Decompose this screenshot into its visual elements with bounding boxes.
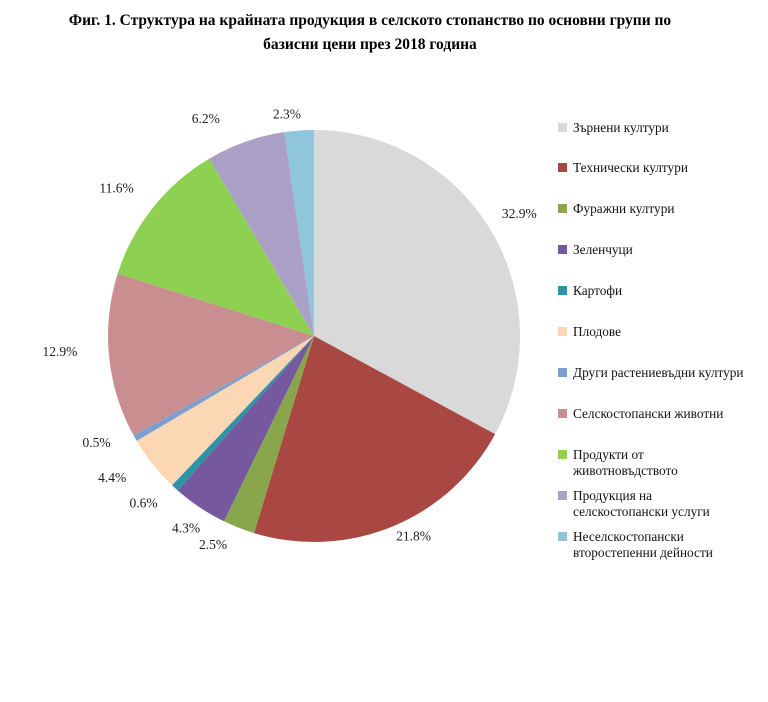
pie-slice-4 [177,336,314,522]
legend-item-5: Картофи [558,283,622,299]
legend-item-6: Плодове [558,324,621,340]
pie-label-11: 2.3% [273,107,301,122]
pie-label-10: 6.2% [192,111,220,126]
legend: Зърнени култури Технически култури Фуражни… [558,0,766,702]
pie-slice-5 [172,336,314,491]
pie-label-9: 11.6% [99,181,133,196]
legend-item-10: Продукция на селскостопански услуги [558,488,710,520]
legend-marker-icon [558,245,567,255]
legend-item-2: Технически култури [558,160,688,176]
legend-item-1: Зърнени култури [558,120,669,136]
pie-slice-11 [284,130,314,336]
legend-item-label: Селскостопански животни [573,405,724,421]
figure-title-line2: базисни цени през 2018 година [263,36,477,53]
pie-label-6: 4.4% [98,470,126,485]
pie-slice-3 [223,336,314,534]
legend-item-7: Други растениевъдни култури [558,365,744,381]
legend-marker-icon [558,408,567,418]
legend-item-label: Плодове [573,324,622,339]
legend-item-label: Други растениевъдни култури [573,364,744,380]
legend-marker-icon [558,286,567,296]
pie-slice-7 [133,336,314,441]
figure-title-line1: Фиг. 1. Структура на крайната продукция … [68,12,672,29]
pie-label-5: 0.6% [130,496,158,511]
pie-label-3: 2.5% [199,537,227,552]
pie-label-2: 21.8% [396,528,431,543]
legend-item-label: Зърнени култури [573,119,669,135]
pie-label-8: 12.9% [42,344,77,359]
legend-item-label: Неселскостопански второстепенни дейности [573,528,713,560]
legend-marker-icon [558,204,567,214]
pie-slice-8 [108,273,314,436]
legend-item-3: Фуражни култури [558,201,674,217]
pie-label-1: 32.9% [502,206,537,221]
legend-item-label: Продукция на селскостопански услуги [573,487,710,519]
legend-item-label: Продукти от животновъдството [573,446,678,478]
pie-label-4: 4.3% [172,521,200,536]
pie-slice-6 [136,336,314,486]
legend-item-9: Продукти от животновъдството [558,447,678,479]
legend-marker-icon [558,531,567,541]
legend-item-label: Фуражни култури [573,201,675,217]
pie-slice-1 [314,130,521,435]
legend-marker-icon [558,122,567,132]
legend-item-11: Неселскостопански второстепенни дейности [558,529,713,561]
pie-slice-2 [254,336,496,542]
legend-item-8: Селскостопански животни [558,406,723,422]
figure-title: Фиг. 1. Структура на крайната продукция … [0,9,740,57]
legend-marker-icon [558,327,567,336]
legend-item-label: Технически култури [573,160,688,176]
pie-label-7: 0.5% [83,435,111,450]
legend-marker-icon [558,163,567,173]
pie-slice-9 [117,158,314,336]
legend-marker-icon [558,490,567,500]
legend-marker-icon [558,367,567,377]
legend-item-label: Зеленчуци [573,242,633,258]
legend-item-4: Зеленчуци [558,242,633,258]
legend-item-label: Картофи [573,283,623,299]
pie-slice-10 [209,132,314,336]
legend-marker-icon [558,449,567,459]
